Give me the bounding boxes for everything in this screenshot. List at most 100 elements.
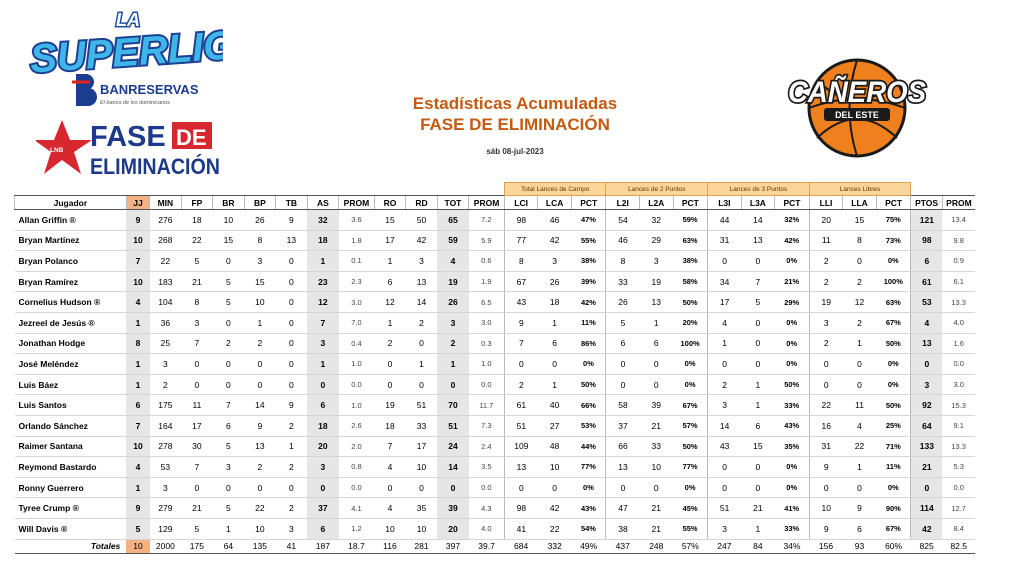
player-name-cell: Allan Griffin ® <box>14 209 127 231</box>
total-cell-bp: 135 <box>244 538 276 554</box>
column-header-min: MIN <box>149 195 182 210</box>
stat-cell-bp: 0 <box>244 477 276 499</box>
column-header-l3-pct: PCT <box>774 195 810 210</box>
stat-cell-ll-pct: 0% <box>876 353 911 375</box>
table-row: Allan Griffin ® 9 276 18 10 26 9 32 3.6 15 50 65 7.2… <box>14 209 975 231</box>
column-header-lca: LCA <box>537 195 572 210</box>
stat-cell-as: 18 <box>307 230 339 252</box>
stat-cell-ro: 0 <box>374 477 406 499</box>
stat-cell-min: 22 <box>149 250 182 272</box>
stat-cell-l2-pct: 59% <box>673 209 708 231</box>
stat-cell-tot: 2 <box>437 333 469 355</box>
stat-cell-lla: 2 <box>842 271 877 293</box>
stat-cell-ptos: 21 <box>910 456 943 478</box>
stat-cell-l2-pct: 55% <box>673 518 708 540</box>
stat-cell-lla: 0 <box>842 250 877 272</box>
stat-cell-min: 278 <box>149 436 182 458</box>
stat-cell-pts-prom: 0.0 <box>942 353 975 375</box>
stat-cell-lci: 61 <box>503 394 538 416</box>
stat-cell-ro: 4 <box>374 456 406 478</box>
stat-cell-l2a: 3 <box>639 250 674 272</box>
stat-cell-tot: 24 <box>437 436 469 458</box>
column-header-rd: RD <box>405 195 438 210</box>
column-header-tb: TB <box>275 195 308 210</box>
stat-cell-lca: 1 <box>537 374 572 396</box>
stat-cell-ro: 19 <box>374 394 406 416</box>
stat-cell-lli: 2 <box>808 271 843 293</box>
stat-cell-br: 15 <box>212 230 245 252</box>
stat-cell-l2-pct: 38% <box>673 250 708 272</box>
player-name-cell: José Meléndez <box>14 353 127 375</box>
column-header-as-prom: PROM <box>338 195 375 210</box>
stat-cell-lca: 6 <box>537 333 572 355</box>
column-header-tot: TOT <box>436 195 469 210</box>
stat-cell-pts-prom: 6.1 <box>942 271 975 293</box>
column-header-l3i: L3I <box>707 195 742 210</box>
stat-cell-as-prom: 2.3 <box>338 271 375 293</box>
stat-cell-l2a: 13 <box>639 291 674 313</box>
stat-cell-as-prom: 2.0 <box>338 436 375 458</box>
stat-cell-bp: 9 <box>244 415 276 437</box>
stat-cell-tb: 2 <box>275 497 308 519</box>
stat-cell-ptos: 42 <box>910 518 943 540</box>
stat-cell-lci: 77 <box>503 230 538 252</box>
stat-cell-lc-pct: 42% <box>571 291 606 313</box>
stat-cell-l3a: 6 <box>741 415 775 437</box>
stat-cell-ll-pct: 75% <box>876 209 911 231</box>
stat-cell-lli: 2 <box>808 333 843 355</box>
stat-cell-tb: 3 <box>275 518 308 540</box>
stat-cell-as-prom: 0.0 <box>338 374 375 396</box>
stat-cell-as: 18 <box>307 415 339 437</box>
stat-cell-l2i: 5 <box>605 312 640 334</box>
total-cell-l2-pct: 57% <box>673 538 708 554</box>
stat-cell-lci: 7 <box>503 333 538 355</box>
stat-cell-ro: 1 <box>374 312 406 334</box>
table-row: Luis Santos 6 175 11 7 14 9 6 1.0 19 51 70 11.7 61 40 6… <box>14 394 975 416</box>
stat-cell-jj: 9 <box>126 209 150 231</box>
stat-cell-tot: 65 <box>437 209 469 231</box>
stat-cell-br: 1 <box>212 518 245 540</box>
stat-cell-l3a: 0 <box>741 456 775 478</box>
column-header-ll-pct: PCT <box>875 195 911 210</box>
superliga-logo-text: SUPERLIGA <box>29 21 223 78</box>
stat-cell-reb-prom: 7.3 <box>468 415 505 437</box>
stat-cell-lc-pct: 43% <box>571 497 606 519</box>
stat-cell-lca: 18 <box>537 291 572 313</box>
stat-cell-reb-prom: 1.9 <box>468 271 505 293</box>
table-row: José Meléndez 1 3 0 0 0 0 1 1.0 0 1 1 1.0 0 0 0% 0 0 0% 0 0 0… <box>14 353 975 375</box>
stat-cell-as: 23 <box>307 271 339 293</box>
stat-cell-lla: 12 <box>842 291 877 313</box>
stat-cell-tot: 59 <box>437 230 469 252</box>
group-free-throws: Lances Libres <box>808 182 912 196</box>
stat-cell-l3a: 1 <box>741 518 775 540</box>
stat-cell-l2i: 37 <box>605 415 640 437</box>
stat-cell-l3a: 0 <box>741 250 775 272</box>
stat-cell-lca: 22 <box>537 518 572 540</box>
stat-cell-pts-prom: 9.1 <box>942 415 975 437</box>
stat-cell-reb-prom: 11.7 <box>468 394 505 416</box>
table-row: Ronny Guerrero 1 3 0 0 0 0 0 0.0 0 0 0 0.0 0 0 0% 0 0 0% 0 0… <box>14 477 975 499</box>
column-header-as: AS <box>306 195 339 210</box>
stat-cell-bp: 3 <box>244 250 276 272</box>
stat-cell-reb-prom: 3.0 <box>468 312 505 334</box>
table-row: Reymond Bastardo 4 53 7 3 2 2 3 0.8 4 10 14 3.5 13 10 7… <box>14 456 975 478</box>
stat-cell-l3i: 17 <box>707 291 742 313</box>
stat-cell-lci: 43 <box>503 291 538 313</box>
stat-cell-ll-pct: 50% <box>876 394 911 416</box>
stat-cell-l3i: 0 <box>707 250 742 272</box>
stat-cell-pts-prom: 15.3 <box>942 394 975 416</box>
stat-cell-tb: 9 <box>275 394 308 416</box>
stat-cell-l3a: 0 <box>741 333 775 355</box>
stat-cell-ptos: 98 <box>910 230 943 252</box>
stat-cell-jj: 10 <box>126 230 150 252</box>
stat-cell-lci: 109 <box>503 436 538 458</box>
stat-cell-jj: 1 <box>126 312 150 334</box>
stat-cell-br: 5 <box>212 291 245 313</box>
stat-cell-l2-pct: 0% <box>673 374 708 396</box>
stat-cell-jj: 1 <box>126 477 150 499</box>
stat-cell-ro: 7 <box>374 436 406 458</box>
stat-cell-as-prom: 3.6 <box>338 209 375 231</box>
total-cell-lc-pct: 49% <box>571 538 606 554</box>
stat-cell-ll-pct: 67% <box>876 312 911 334</box>
stat-cell-br: 0 <box>212 477 245 499</box>
